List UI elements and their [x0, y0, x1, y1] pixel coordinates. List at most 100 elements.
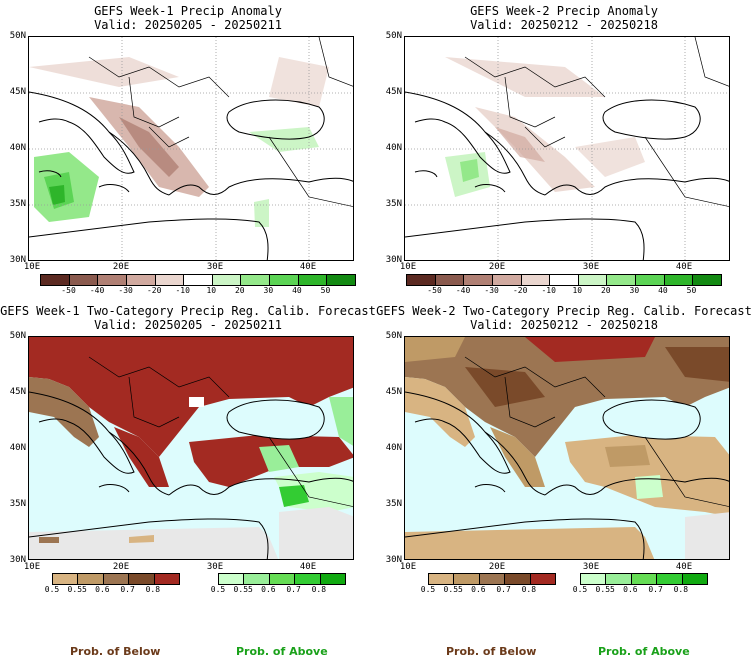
lat-label: 35N — [9, 499, 26, 509]
colorbar-tick-label: -40 — [455, 286, 471, 295]
panel-week1-probability: GEFS Week-1 Two-Category Precip Reg. Cal… — [0, 300, 376, 662]
colorbar-tick-label: -50 — [61, 286, 76, 295]
colorbar-tick-label: 0.8 — [145, 585, 161, 594]
colorbar-swatch — [219, 574, 245, 584]
lat-label: 35N — [9, 199, 26, 209]
lat-label: 40N — [385, 143, 402, 153]
lat-label: 40N — [9, 443, 26, 453]
lon-label: 10E — [399, 562, 417, 572]
colorbar-tick-label: 0.6 — [623, 585, 638, 594]
colorbar-swatch — [212, 275, 242, 285]
panel-week2-probability: GEFS Week-2 Two-Category Precip Reg. Cal… — [376, 300, 752, 662]
colorbar-tick-label: 20 — [600, 286, 611, 295]
lon-label: 30E — [582, 562, 600, 572]
lat-label: 30N — [9, 255, 26, 265]
lat-label: 30N — [385, 555, 402, 565]
prob-above-colorbar — [580, 573, 708, 585]
colorbar-swatch — [479, 574, 506, 584]
colorbar-swatch — [53, 574, 79, 584]
colorbar-swatch — [581, 574, 607, 584]
lat-label: 35N — [385, 199, 402, 209]
lon-label: 20E — [488, 562, 506, 572]
panel-week1-anomaly: GEFS Week-1 Precip Anomaly Valid: 202502… — [0, 0, 376, 300]
anomaly-colorbar — [406, 274, 722, 286]
colorbar-tick-label: 0.8 — [521, 585, 537, 594]
colorbar-tick-label: 0.6 — [95, 585, 110, 594]
anomaly-colorbar-ticks: -50 -40 -30 -20 -10 10 20 30 40 50 — [40, 286, 354, 296]
lat-label: 35N — [385, 499, 402, 509]
panel-valid-dates: Valid: 20250212 - 20250218 — [470, 318, 658, 332]
lon-label: 40E — [299, 562, 317, 572]
prob-below-colorbar-ticks: 0.5 0.55 0.6 0.7 0.8 — [421, 585, 554, 595]
prob-below-colorbar — [428, 573, 556, 585]
colorbar-swatch — [78, 574, 104, 584]
colorbar-tick-label: -20 — [512, 286, 528, 295]
colorbar-tick-label: 0.5 — [210, 585, 226, 594]
lon-label: 40E — [299, 262, 317, 272]
colorbar-tick-label: 0.55 — [595, 585, 615, 594]
lat-label: 50N — [385, 331, 402, 341]
colorbar-tick-label: 0.6 — [261, 585, 276, 594]
colorbar-tick-label: 0.55 — [233, 585, 253, 594]
colorbar-swatch — [521, 275, 551, 285]
colorbar-tick-label: -50 — [427, 286, 442, 295]
lon-label: 40E — [675, 262, 693, 272]
colorbar-swatch — [184, 275, 213, 285]
lat-label: 40N — [385, 443, 402, 453]
colorbar-swatch — [530, 574, 556, 584]
panel-title: GEFS Week-1 Two-Category Precip Reg. Cal… — [0, 304, 376, 318]
colorbar-tick-label: 30 — [263, 286, 274, 295]
colorbar-swatch — [103, 574, 130, 584]
colorbar-tick-label: -10 — [175, 286, 190, 295]
colorbar-tick-label: 20 — [234, 286, 245, 295]
colorbar-swatch — [98, 275, 127, 285]
anomaly-colorbar — [40, 274, 356, 286]
colorbar-tick-label: 0.7 — [648, 585, 663, 594]
colorbar-tick-label: 0.55 — [67, 585, 87, 594]
colorbar-swatch — [664, 275, 694, 285]
colorbar-swatch — [492, 275, 522, 285]
lon-label: 20E — [112, 262, 130, 272]
colorbar-swatch — [41, 275, 70, 285]
lon-label: 40E — [675, 562, 693, 572]
colorbar-tick-label: 40 — [658, 286, 668, 295]
colorbar-tick-label: -30 — [118, 286, 133, 295]
lon-label: 20E — [488, 262, 506, 272]
lat-label: 45N — [385, 87, 402, 97]
colorbar-tick-label: 0.7 — [496, 585, 511, 594]
panel-week2-anomaly: GEFS Week-2 Precip Anomaly Valid: 202502… — [376, 0, 752, 300]
colorbar-swatch — [320, 574, 346, 584]
colorbar-tick-label: 0.8 — [673, 585, 689, 594]
colorbar-tick-label: 0.5 — [44, 585, 60, 594]
map-layer — [405, 37, 729, 260]
lat-label: 50N — [9, 31, 26, 41]
colorbar-tick-label: 40 — [292, 286, 302, 295]
colorbar-swatch — [657, 574, 683, 584]
colorbar-swatch — [241, 275, 271, 285]
colorbar-swatch — [682, 574, 708, 584]
colorbar-swatch — [435, 275, 465, 285]
panel-valid-dates: Valid: 20250212 - 20250218 — [470, 18, 658, 32]
colorbar-swatch — [693, 275, 722, 285]
colorbar-swatch — [269, 574, 296, 584]
colorbar-swatch — [505, 574, 531, 584]
colorbar-swatch — [454, 574, 480, 584]
prob-below-label: Prob. of Below — [446, 645, 537, 658]
colorbar-tick-label: 0.5 — [420, 585, 436, 594]
colorbar-swatch — [327, 275, 356, 285]
colorbar-tick-label: 0.8 — [311, 585, 327, 594]
colorbar-tick-label: -10 — [541, 286, 556, 295]
colorbar-swatch — [155, 275, 185, 285]
prob-above-colorbar — [218, 573, 346, 585]
colorbar-swatch — [606, 574, 632, 584]
colorbar-tick-label: 10 — [572, 286, 583, 295]
colorbar-swatch — [298, 275, 328, 285]
lat-label: 50N — [9, 331, 26, 341]
colorbar-swatch — [244, 574, 270, 584]
colorbar-swatch — [464, 275, 493, 285]
map-layer — [405, 337, 729, 559]
prob-above-colorbar-ticks: 0.5 0.55 0.6 0.7 0.8 — [211, 585, 344, 595]
lat-label: 45N — [9, 387, 26, 397]
prob-above-colorbar-ticks: 0.5 0.55 0.6 0.7 0.8 — [573, 585, 706, 595]
colorbar-swatch — [631, 574, 658, 584]
